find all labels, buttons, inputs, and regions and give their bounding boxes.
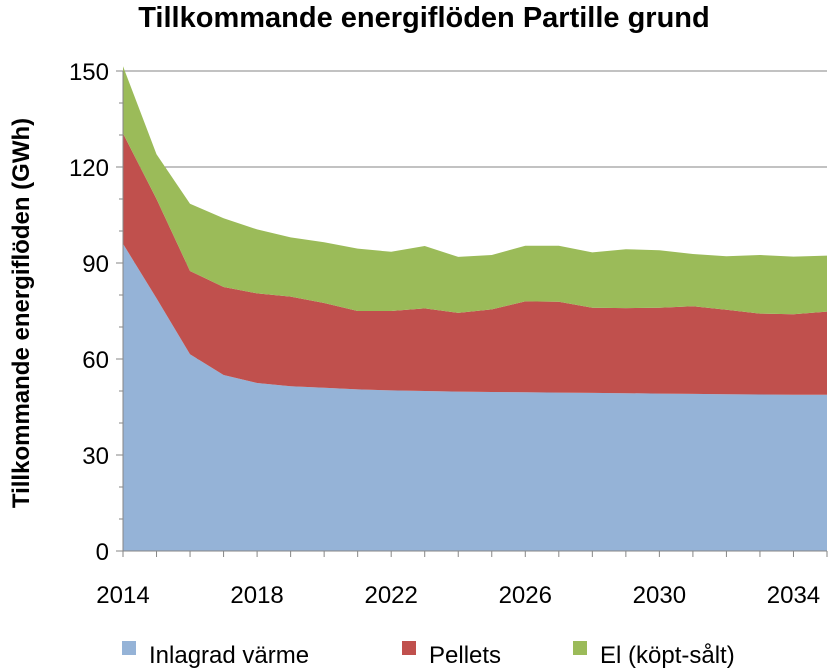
x-tick-label: 2014: [96, 582, 149, 609]
legend-label: El (köpt-sålt): [600, 642, 735, 669]
y-tick-label: 150: [69, 59, 109, 86]
legend-item: Inlagrad värme: [122, 641, 309, 669]
legend-swatch: [402, 641, 416, 655]
area-series-2: [123, 133, 827, 395]
y-tick-labels: 0 30 60 90 120 150: [69, 59, 109, 566]
y-tick-label: 120: [69, 155, 109, 182]
legend-label: Inlagrad värme: [149, 642, 309, 669]
x-tick-label: 2018: [230, 582, 283, 609]
legend-swatch: [122, 641, 136, 655]
y-tick-label: 90: [82, 251, 109, 278]
x-tick-label: 2034: [767, 582, 820, 609]
plot-area: 0 30 60 90 120 150 2014 2018 2022 2026 2030 2034: [69, 59, 828, 609]
x-tick-label: 2030: [633, 582, 686, 609]
chart-title: Tillkommande energiflöden Partille grund: [138, 2, 710, 34]
legend-label: Pellets: [429, 642, 501, 669]
legend-item: El (köpt-sålt): [573, 641, 735, 669]
area-series-1: [123, 243, 827, 552]
area-series: [123, 66, 827, 552]
y-axis-label: Tillkommande energiflöden (GWh): [8, 118, 35, 508]
legend: Inlagrad värme Pellets El (köpt-sålt): [122, 641, 735, 669]
x-tick-label: 2022: [364, 582, 417, 609]
axes: [116, 70, 828, 557]
x-tick-label: 2026: [499, 582, 552, 609]
legend-swatch: [573, 641, 587, 655]
y-tick-label: 60: [82, 347, 109, 374]
legend-item: Pellets: [402, 641, 501, 669]
area-series-3: [123, 66, 827, 315]
y-tick-label: 0: [96, 539, 109, 566]
x-tick-labels: 2014 2018 2022 2026 2030 2034: [96, 582, 820, 609]
y-tick-label: 30: [82, 443, 109, 470]
